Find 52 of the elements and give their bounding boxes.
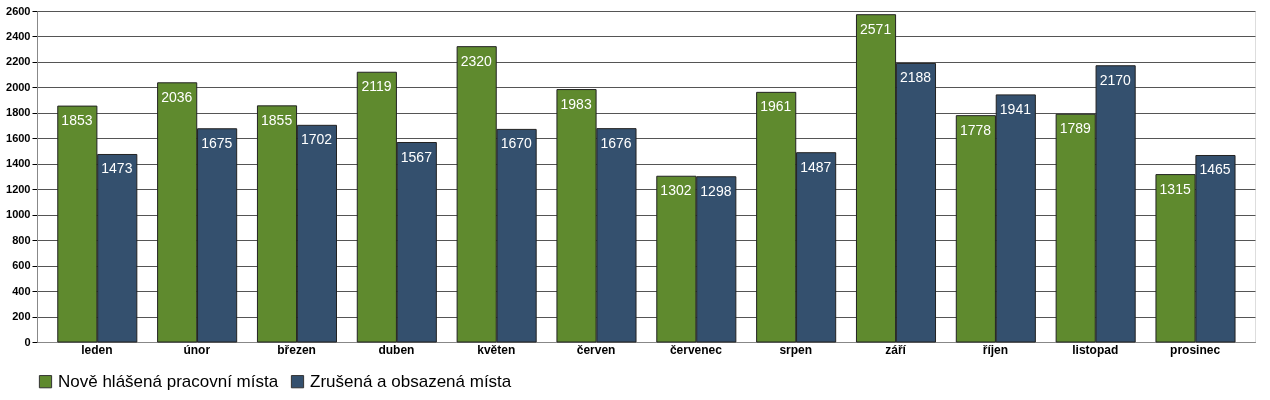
data-label: 1473 — [101, 160, 133, 177]
data-label: 1567 — [400, 148, 433, 165]
data-label: 1676 — [600, 134, 632, 151]
data-label: 1855 — [261, 111, 293, 128]
data-label: 1983 — [560, 95, 592, 112]
x-tick-label: leden — [81, 342, 113, 357]
y-tick-label: 2200 — [6, 55, 31, 68]
data-label: 1702 — [300, 131, 333, 148]
x-tick-label: srpen — [779, 342, 813, 357]
y-tick-label: 2400 — [6, 29, 31, 42]
data-label: 1941 — [999, 100, 1032, 117]
x-tick-label: listopad — [1072, 342, 1119, 357]
y-tick-label: 400 — [12, 284, 31, 297]
y-tick-label: 2600 — [6, 4, 31, 17]
y-tick-label: 1600 — [6, 131, 31, 144]
x-tick-label: květen — [477, 342, 516, 357]
y-tick-label: 1200 — [6, 182, 31, 195]
data-label: 1315 — [1159, 180, 1191, 197]
data-label: 2188 — [899, 69, 932, 86]
y-tick-label: 2000 — [6, 80, 31, 93]
data-label: 1465 — [1199, 161, 1231, 178]
x-tick-label: únor — [183, 342, 211, 357]
data-label: 1789 — [1059, 120, 1092, 137]
data-label: 1487 — [800, 158, 832, 175]
data-label: 1961 — [760, 98, 792, 115]
data-label: 1670 — [500, 135, 532, 152]
x-tick-label: červenec — [669, 342, 723, 357]
data-label: 2170 — [1099, 71, 1132, 88]
y-tick-label: 600 — [12, 259, 31, 272]
y-tick-label: 800 — [12, 233, 31, 246]
y-tick-label: 1000 — [6, 208, 31, 221]
y-tick-label: 0 — [24, 335, 31, 348]
x-tick-label: prosinec — [1170, 342, 1221, 357]
legend-label: Nově hlášená pracovní místa — [58, 371, 279, 391]
y-tick-label: 1800 — [6, 106, 31, 119]
x-tick-label: říjen — [982, 342, 1009, 357]
data-label: 2320 — [460, 52, 493, 69]
legend-label: Zrušená a obsazená místa — [310, 371, 512, 391]
data-label: 2036 — [161, 88, 193, 105]
x-tick-label: duben — [378, 342, 415, 357]
x-tick-label: červen — [576, 342, 616, 357]
x-tick-label: září — [885, 342, 907, 357]
data-label: 1778 — [959, 121, 992, 138]
data-label: 2571 — [860, 20, 892, 37]
y-tick-label: 1400 — [6, 157, 31, 170]
data-label: 1853 — [61, 112, 93, 129]
data-label: 2119 — [361, 78, 392, 95]
data-label: 1675 — [201, 134, 233, 151]
y-tick-label: 200 — [12, 310, 31, 323]
data-label: 1298 — [700, 182, 732, 199]
x-tick-label: březen — [277, 342, 316, 357]
data-label: 1302 — [660, 182, 692, 199]
